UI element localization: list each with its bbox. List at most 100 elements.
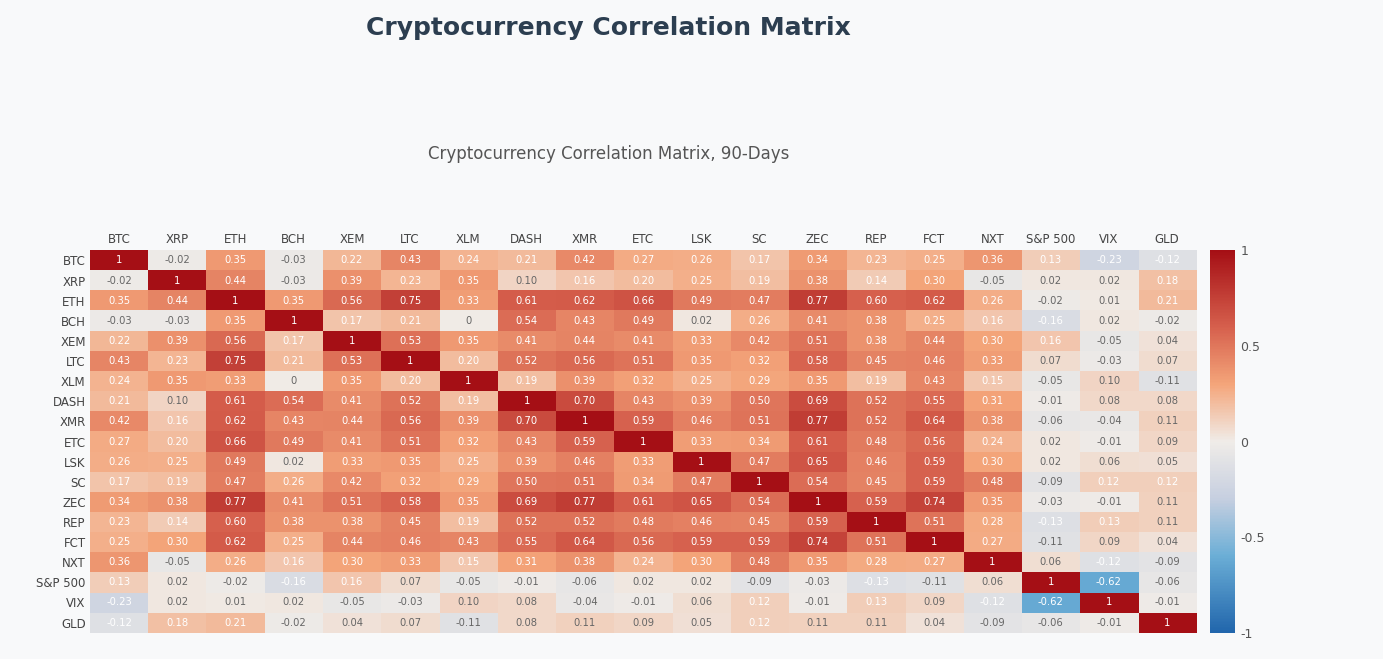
Text: 1: 1	[290, 316, 297, 326]
Text: 0.45: 0.45	[864, 476, 887, 487]
Text: -0.23: -0.23	[106, 598, 131, 608]
Text: 0.07: 0.07	[1040, 356, 1062, 366]
Text: -0.06: -0.06	[1155, 577, 1180, 587]
Text: 0.11: 0.11	[806, 617, 828, 627]
Text: 0.22: 0.22	[108, 336, 130, 346]
Text: 0.13: 0.13	[864, 598, 887, 608]
Text: 0.50: 0.50	[748, 396, 770, 407]
Text: 0.45: 0.45	[864, 356, 887, 366]
Text: 0.26: 0.26	[224, 558, 246, 567]
Text: 0.08: 0.08	[516, 617, 538, 627]
Text: 0.49: 0.49	[282, 436, 304, 447]
Text: 0.32: 0.32	[632, 376, 654, 386]
Text: 0.24: 0.24	[982, 436, 1004, 447]
Text: 0.02: 0.02	[1040, 436, 1062, 447]
Text: 0.23: 0.23	[108, 517, 130, 527]
Text: 0.70: 0.70	[574, 396, 596, 407]
Text: 0.36: 0.36	[108, 558, 130, 567]
Text: 0.58: 0.58	[400, 497, 422, 507]
Text: 0.46: 0.46	[574, 457, 596, 467]
Text: 0.77: 0.77	[806, 416, 828, 426]
Text: 0.59: 0.59	[690, 537, 712, 547]
Text: 0.26: 0.26	[282, 476, 304, 487]
Text: 0.59: 0.59	[864, 497, 887, 507]
Text: 0.54: 0.54	[806, 476, 828, 487]
Text: -0.62: -0.62	[1037, 598, 1064, 608]
Text: -0.04: -0.04	[1097, 416, 1122, 426]
Text: 0.44: 0.44	[574, 336, 596, 346]
Text: -0.03: -0.03	[165, 316, 189, 326]
Text: 0.27: 0.27	[982, 537, 1004, 547]
Text: 0.20: 0.20	[458, 356, 480, 366]
Text: 0.28: 0.28	[864, 558, 887, 567]
Text: 0.47: 0.47	[224, 476, 246, 487]
Text: 0.19: 0.19	[748, 275, 770, 285]
Text: -0.11: -0.11	[921, 577, 947, 587]
Text: -0.02: -0.02	[281, 617, 307, 627]
Text: 0.06: 0.06	[690, 598, 712, 608]
Text: 0.30: 0.30	[982, 336, 1004, 346]
Text: 0.45: 0.45	[400, 517, 422, 527]
Text: 0.02: 0.02	[282, 598, 304, 608]
Text: 0.44: 0.44	[342, 416, 362, 426]
Text: 0.50: 0.50	[516, 476, 538, 487]
Text: 0.33: 0.33	[458, 296, 480, 306]
Text: 1: 1	[1164, 617, 1170, 627]
Text: 1: 1	[582, 416, 588, 426]
Text: 0.25: 0.25	[108, 537, 130, 547]
Text: 0.23: 0.23	[864, 256, 887, 266]
Text: 0.77: 0.77	[806, 296, 828, 306]
Text: 0.28: 0.28	[982, 517, 1004, 527]
Text: 0.16: 0.16	[340, 577, 364, 587]
Text: 0.44: 0.44	[224, 275, 246, 285]
Text: -0.01: -0.01	[1097, 436, 1122, 447]
Text: 0.62: 0.62	[574, 296, 596, 306]
Text: 0.19: 0.19	[458, 517, 480, 527]
Text: -0.03: -0.03	[281, 275, 307, 285]
Text: 0.46: 0.46	[864, 457, 887, 467]
Text: -0.03: -0.03	[1037, 497, 1064, 507]
Text: 0.59: 0.59	[806, 517, 828, 527]
Text: 1: 1	[174, 275, 180, 285]
Text: 1: 1	[349, 336, 355, 346]
Text: 0.47: 0.47	[748, 457, 770, 467]
Text: 0.39: 0.39	[458, 416, 480, 426]
Text: 0.21: 0.21	[108, 396, 130, 407]
Text: 1: 1	[1106, 598, 1112, 608]
Text: 0.62: 0.62	[224, 416, 246, 426]
Text: 1: 1	[407, 356, 414, 366]
Text: 0.08: 0.08	[1098, 396, 1120, 407]
Text: 0.77: 0.77	[574, 497, 596, 507]
Text: -0.06: -0.06	[573, 577, 597, 587]
Text: 0.20: 0.20	[400, 376, 422, 386]
Text: 0.62: 0.62	[224, 537, 246, 547]
Text: 0.02: 0.02	[690, 577, 712, 587]
Text: 0.35: 0.35	[690, 356, 712, 366]
Text: 0.19: 0.19	[864, 376, 887, 386]
Text: 1: 1	[523, 396, 530, 407]
Text: 0.54: 0.54	[748, 497, 770, 507]
Text: 0.25: 0.25	[922, 256, 946, 266]
Text: -0.05: -0.05	[1037, 376, 1064, 386]
Text: 0.17: 0.17	[340, 316, 364, 326]
Text: 0.43: 0.43	[632, 396, 654, 407]
Text: 1: 1	[232, 296, 239, 306]
Text: -0.01: -0.01	[805, 598, 831, 608]
Text: 0.61: 0.61	[632, 497, 654, 507]
Text: 0.27: 0.27	[922, 558, 946, 567]
Text: 0.60: 0.60	[864, 296, 887, 306]
Text: 0.35: 0.35	[166, 376, 188, 386]
Text: 1: 1	[989, 558, 996, 567]
Text: -0.03: -0.03	[805, 577, 831, 587]
Text: 0.10: 0.10	[166, 396, 188, 407]
Text: 0.77: 0.77	[224, 497, 246, 507]
Text: 0.12: 0.12	[1098, 476, 1120, 487]
Text: 0.54: 0.54	[282, 396, 304, 407]
Text: 0.32: 0.32	[748, 356, 770, 366]
Text: 0.39: 0.39	[690, 396, 712, 407]
Text: 0.02: 0.02	[1098, 275, 1120, 285]
Text: 0.43: 0.43	[516, 436, 538, 447]
Text: 0.43: 0.43	[924, 376, 945, 386]
Text: 0.27: 0.27	[108, 436, 130, 447]
Text: 0.59: 0.59	[632, 416, 654, 426]
